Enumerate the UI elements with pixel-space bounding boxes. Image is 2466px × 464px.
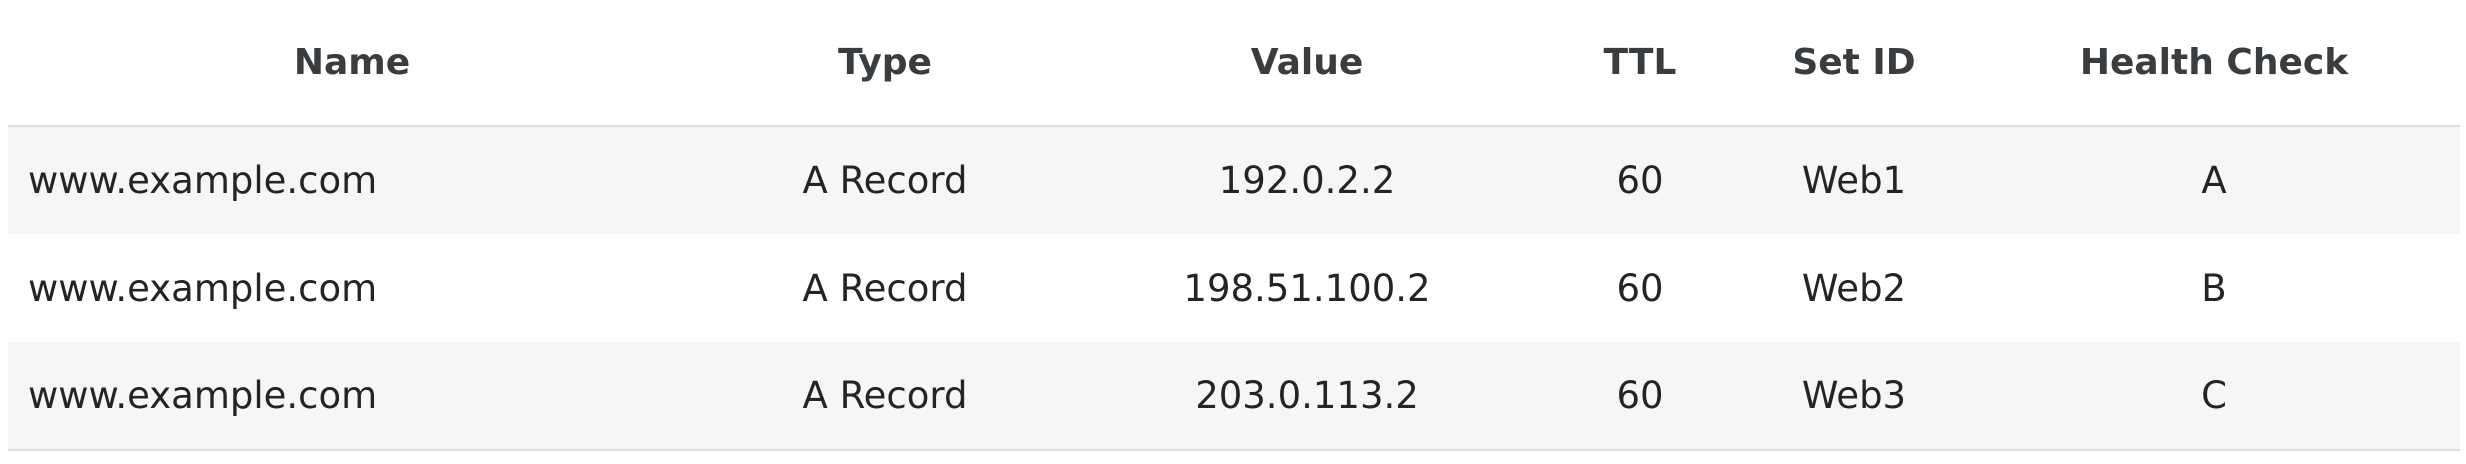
table-row: www.example.com A Record 203.0.113.2 60 … bbox=[8, 342, 2460, 450]
cell-set-id: Web1 bbox=[1801, 159, 1907, 202]
cell-ttl: 60 bbox=[1616, 374, 1664, 417]
cell-health-check: A bbox=[2201, 159, 2227, 202]
table-body: www.example.com A Record 192.0.2.2 60 We… bbox=[8, 126, 2460, 450]
cell-set-id: Web3 bbox=[1801, 374, 1907, 417]
header-set-id: Set ID bbox=[1792, 42, 1916, 83]
cell-type: A Record bbox=[802, 159, 968, 202]
cell-ttl: 60 bbox=[1616, 159, 1664, 202]
header-health-check: Health Check bbox=[2079, 42, 2349, 83]
table-header: Name Type Value TTL Set ID Health Check bbox=[8, 0, 2460, 126]
cell-type: A Record bbox=[802, 266, 968, 310]
cell-value: 198.51.100.2 bbox=[1183, 266, 1431, 310]
cell-name: www.example.com bbox=[28, 374, 378, 417]
header-row: Name Type Value TTL Set ID Health Check bbox=[8, 0, 2460, 126]
cell-name: www.example.com bbox=[28, 159, 378, 202]
cell-value: 192.0.2.2 bbox=[1218, 159, 1396, 202]
header-ttl: TTL bbox=[1603, 42, 1677, 83]
cell-health-check: B bbox=[2201, 266, 2227, 310]
header-type: Type bbox=[838, 42, 932, 83]
cell-type: A Record bbox=[802, 374, 968, 417]
header-name: Name bbox=[293, 42, 411, 83]
cell-health-check: C bbox=[2201, 374, 2227, 417]
cell-ttl: 60 bbox=[1616, 266, 1664, 310]
cell-set-id: Web2 bbox=[1801, 266, 1907, 310]
header-value: Value bbox=[1250, 42, 1364, 83]
table-row: www.example.com A Record 192.0.2.2 60 We… bbox=[8, 126, 2460, 234]
dns-records-table: Name Type Value TTL Set ID Health Check … bbox=[8, 0, 2460, 451]
cell-name: www.example.com bbox=[28, 266, 378, 310]
table-row: www.example.com A Record 198.51.100.2 60… bbox=[8, 234, 2460, 342]
cell-value: 203.0.113.2 bbox=[1195, 374, 1419, 417]
dns-records-table-container: Name Type Value TTL Set ID Health Check … bbox=[8, 0, 2460, 451]
